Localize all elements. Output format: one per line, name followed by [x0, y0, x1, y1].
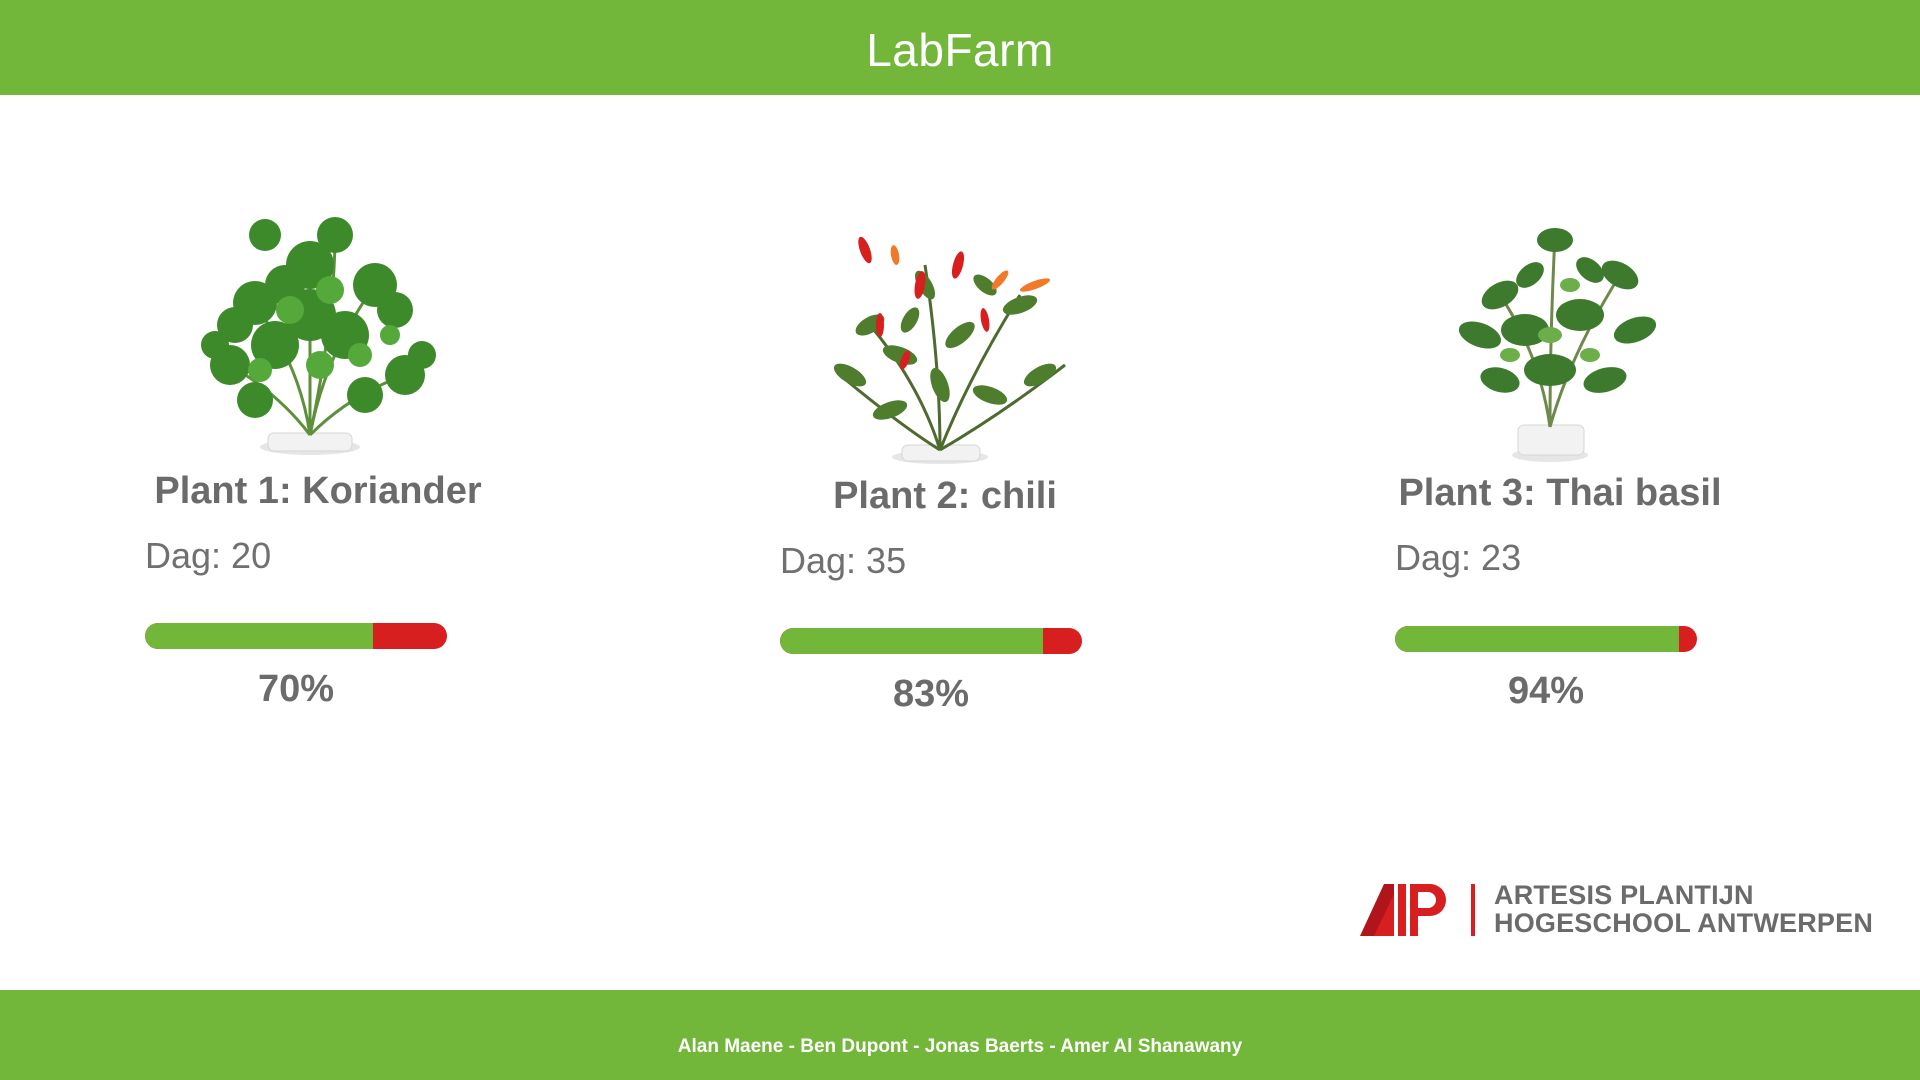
plant-title: Plant 2: chili	[833, 475, 1057, 517]
app-title: LabFarm	[866, 23, 1054, 76]
plant-card-1: Plant 1: Koriander Dag: 20 70%	[100, 180, 520, 740]
plant-progress-label: 70%	[257, 668, 335, 710]
plant-progress-fill	[780, 628, 1043, 654]
plant-progress-fill	[1395, 626, 1679, 652]
plant-progress-label: 94%	[1507, 670, 1585, 712]
coriander-plant-image	[201, 217, 436, 455]
plant-title: Plant 3: Thai basil	[1398, 472, 1722, 514]
plant-day: Dag: 35	[780, 540, 907, 581]
plant-day: Dag: 23	[1395, 537, 1522, 578]
plant-title: Plant 1: Koriander	[154, 470, 482, 512]
logo-divider	[1471, 884, 1475, 936]
plant-card-3: Plant 3: Thai basil Dag: 23 94%	[1350, 180, 1770, 740]
plant-progress-bar	[780, 628, 1082, 654]
plant-progress-bar	[145, 623, 447, 649]
plant-progress-bar	[1395, 626, 1697, 652]
footer-credits: Alan Maene - Ben Dupont - Jonas Baerts -…	[677, 1036, 1243, 1057]
plant-progress-fill	[145, 623, 373, 649]
plant-card-2: Plant 2: chili Dag: 35 83%	[735, 180, 1155, 740]
ap-logo-mark	[1360, 884, 1446, 936]
plant-day: Dag: 20	[145, 535, 272, 576]
thai-basil-plant-image	[1458, 228, 1657, 462]
header-bar: LabFarm	[0, 0, 1920, 95]
chili-plant-image	[833, 236, 1066, 464]
artesis-plantijn-logo: ARTESIS PLANTIJN HOGESCHOOL ANTWERPEN	[1360, 878, 1880, 948]
logo-line-1: ARTESIS PLANTIJN	[1494, 880, 1754, 910]
footer-bar: Alan Maene - Ben Dupont - Jonas Baerts -…	[0, 990, 1920, 1080]
plant-progress-label: 83%	[892, 673, 970, 715]
logo-line-2: HOGESCHOOL ANTWERPEN	[1494, 908, 1874, 938]
